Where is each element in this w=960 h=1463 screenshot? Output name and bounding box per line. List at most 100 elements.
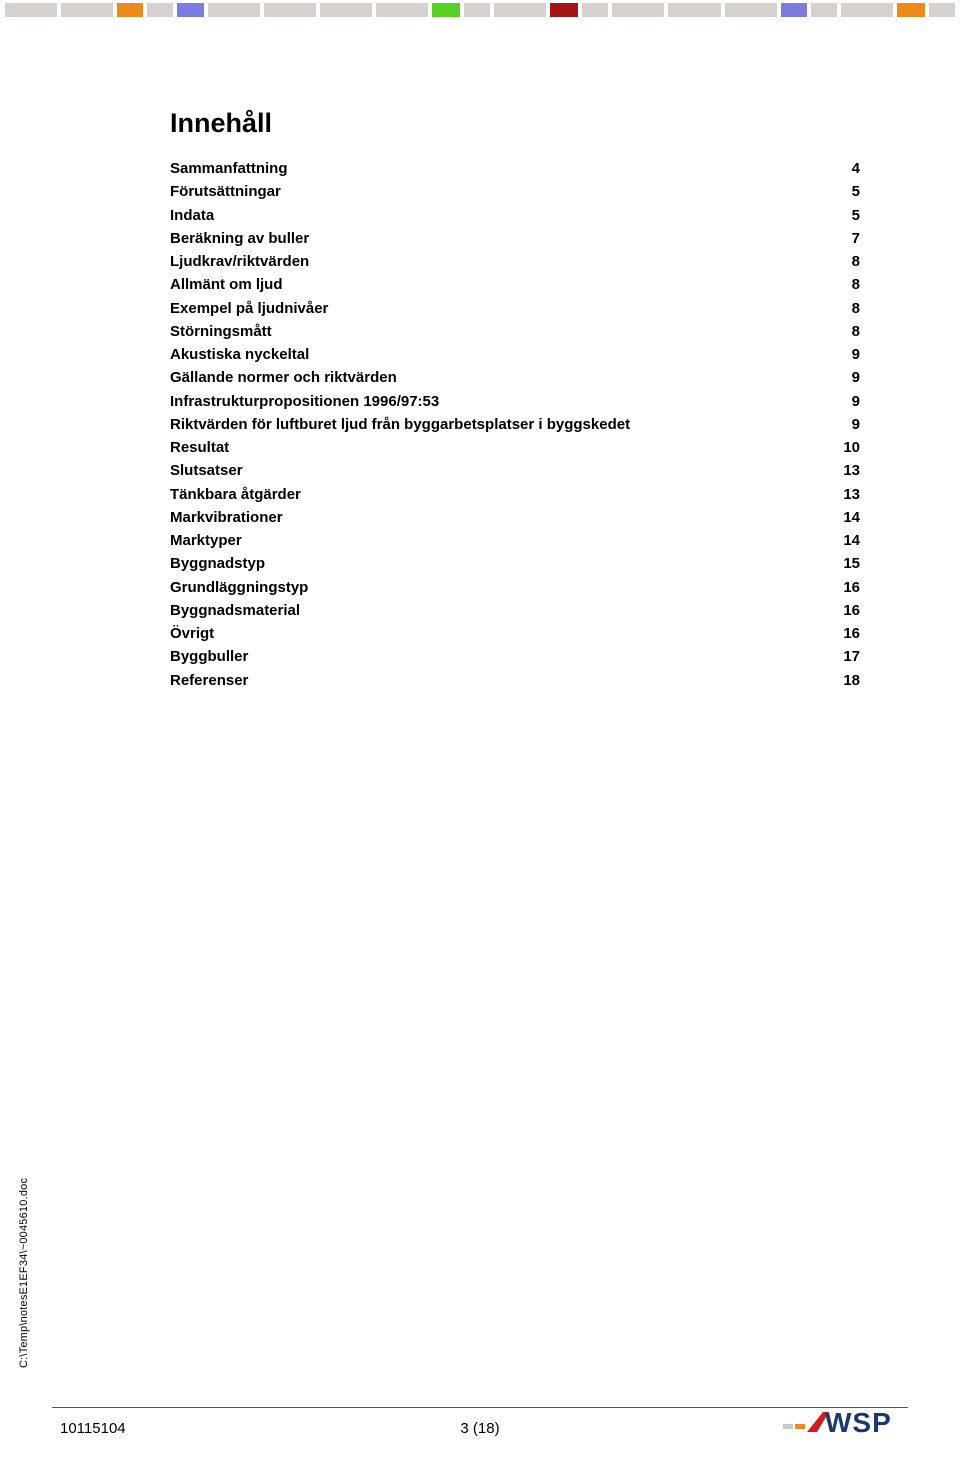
toc-label: Sammanfattning [170,157,288,180]
footer-rule [52,1407,908,1408]
toc-page: 9 [842,366,860,389]
content-area: Innehåll Sammanfattning 4 Förutsättningar 5… [170,108,860,692]
svg-text:WSP: WSP [825,1407,892,1438]
toc-page: 4 [842,157,860,180]
wsp-logo: WSP [783,1402,908,1443]
toc-page: 14 [833,506,860,529]
toc-label: Resultat [170,436,229,459]
toc-label: Grundläggningstyp [170,576,308,599]
toc-row: Marktyper 14 [170,529,860,552]
toc-page: 16 [833,622,860,645]
strip-block [5,3,57,17]
toc-row: Gällande normer och riktvärden 9 [170,366,860,389]
page-number: 3 (18) [460,1420,499,1437]
toc-page: 8 [842,297,860,320]
toc-page: 15 [833,552,860,575]
toc-label: Referenser [170,669,248,692]
strip-block [494,3,546,17]
toc-label: Markvibrationer [170,506,283,529]
toc-label: Gällande normer och riktvärden [170,366,397,389]
toc-label: Förutsättningar [170,180,281,203]
strip-block [117,3,143,17]
toc-row: Indata 5 [170,204,860,227]
strip-block [612,3,664,17]
toc-page: 7 [842,227,860,250]
toc-row: Byggbuller17 [170,645,860,668]
toc-row: Tänkbara åtgärder 13 [170,483,860,506]
toc-row: Ljudkrav/riktvärden 8 [170,250,860,273]
strip-block [464,3,490,17]
toc-row: Markvibrationer 14 [170,506,860,529]
toc-page: 18 [833,669,860,692]
toc-row: Grundläggningstyp 16 [170,576,860,599]
toc-label: Beräkning av buller [170,227,309,250]
toc-label: Byggnadstyp [170,552,265,575]
toc-page: 9 [842,343,860,366]
strip-block [432,3,460,17]
toc-row: Beräkning av buller 7 [170,227,860,250]
toc-row: Byggnadstyp 15 [170,552,860,575]
toc-page: 16 [833,576,860,599]
toc-label: Byggnadsmaterial [170,599,300,622]
page-title: Innehåll [170,108,860,139]
toc-page: 14 [833,529,860,552]
toc-page: 13 [833,483,860,506]
strip-block [781,3,807,17]
toc-row: Riktvärden för luftburet ljud från bygga… [170,413,860,436]
toc-row: Resultat 10 [170,436,860,459]
strip-block [177,3,203,17]
toc-label: Exempel på ljudnivåer [170,297,328,320]
toc-label: Störningsmått [170,320,272,343]
toc-row: Byggnadsmaterial 16 [170,599,860,622]
strip-block [811,3,837,17]
toc-page: 5 [842,204,860,227]
strip-block [264,3,316,17]
toc-label: Allmänt om ljud [170,273,283,296]
toc-label: Byggbuller [170,645,248,668]
strip-block [841,3,893,17]
toc-page: 9 [842,413,860,436]
toc-row: Slutsatser 13 [170,459,860,482]
toc-page: 10 [833,436,860,459]
toc-row: Akustiska nyckeltal 9 [170,343,860,366]
strip-block [668,3,720,17]
toc-label: Tänkbara åtgärder [170,483,301,506]
toc-row: Förutsättningar 5 [170,180,860,203]
document-page: Innehåll Sammanfattning 4 Förutsättningar 5… [0,0,960,1463]
toc-label: Akustiska nyckeltal [170,343,309,366]
toc-page: 13 [833,459,860,482]
toc-page: 8 [842,273,860,296]
toc-row: Exempel på ljudnivåer 8 [170,297,860,320]
footer: 10115104 3 (18) WSP [0,1413,960,1443]
strip-block [320,3,372,17]
toc-row: Sammanfattning 4 [170,157,860,180]
strip-block [725,3,777,17]
toc-page: 8 [842,320,860,343]
strip-block [61,3,113,17]
toc-row: Störningsmått 8 [170,320,860,343]
table-of-contents: Sammanfattning4Förutsättningar5Indata5Be… [170,157,860,692]
strip-block [550,3,578,17]
toc-label: Indata [170,204,214,227]
toc-label: Övrigt [170,622,214,645]
toc-label: Ljudkrav/riktvärden [170,250,309,273]
toc-row: Infrastrukturpropositionen 1996/97:53 9 [170,390,860,413]
strip-block [376,3,428,17]
toc-label: Slutsatser [170,459,243,482]
strip-block [897,3,925,17]
toc-page: 5 [842,180,860,203]
toc-page: 9 [842,390,860,413]
toc-label: Marktyper [170,529,242,552]
strip-block [147,3,173,17]
toc-label: Riktvärden för luftburet ljud från bygga… [170,413,630,436]
strip-block [929,3,955,17]
source-file-path: C:\Temp\notesE1EF34\~0045610.doc [18,1178,30,1368]
header-color-strip [0,3,960,17]
toc-page: 16 [833,599,860,622]
document-number: 10115104 [60,1420,126,1437]
toc-row: Referenser 18 [170,669,860,692]
toc-page: 8 [842,250,860,273]
toc-label: Infrastrukturpropositionen 1996/97:53 [170,390,439,413]
strip-block [208,3,260,17]
toc-row: Övrigt 16 [170,622,860,645]
